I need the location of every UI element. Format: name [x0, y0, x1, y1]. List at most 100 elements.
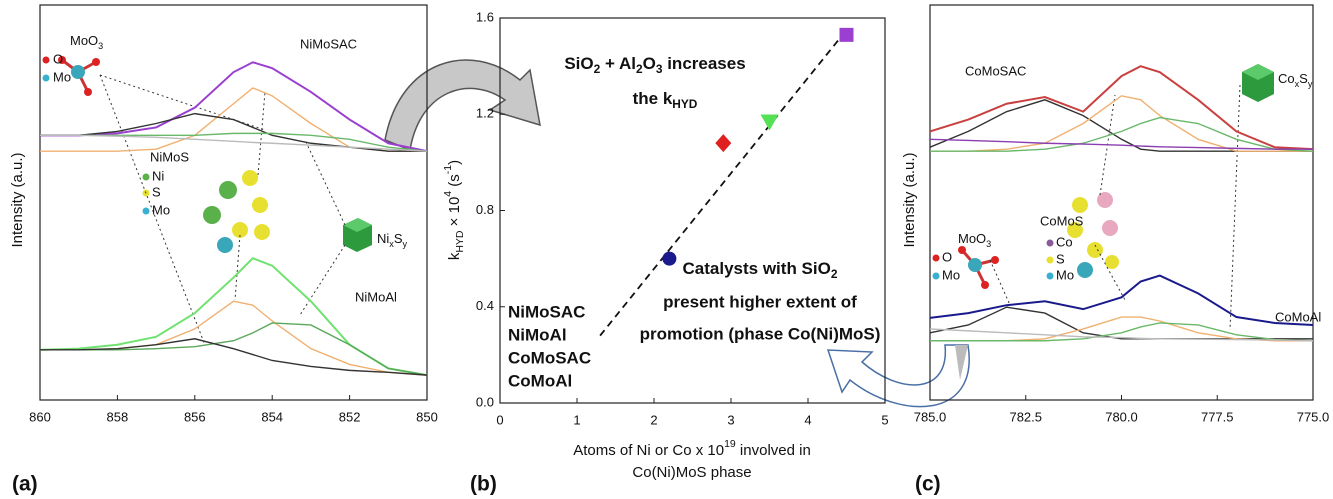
annotation: CoMoS: [1040, 213, 1084, 228]
x-axis-label: Co(Ni)MoS phase: [632, 464, 751, 481]
text-part: HYD: [454, 230, 466, 253]
trend-line: [599, 29, 848, 337]
spectrum-line: [930, 322, 1314, 342]
text-part: y: [1308, 79, 1313, 89]
spectrum-line: [929, 306, 1313, 340]
annotation: Mo: [152, 202, 170, 217]
x-tick-label: 5: [881, 412, 888, 427]
annotation: MoO3: [70, 33, 103, 51]
text-part: (s: [446, 174, 463, 191]
text-part: x: [389, 239, 394, 249]
y-tick-label: 1.2: [476, 106, 494, 121]
text-part: Co: [1278, 71, 1295, 86]
series-label: NiMoSAC: [300, 36, 357, 51]
x-tick-label: 785.0: [914, 409, 947, 424]
spectrum-line: [929, 328, 1314, 342]
series-label: CoMoSAC: [965, 63, 1026, 78]
spectrum-line: [40, 61, 428, 153]
x-axis-label: Atoms of Ni or Co x 1019 involved in: [573, 438, 811, 459]
x-tick-label: 860: [29, 409, 51, 424]
x-tick-label: 850: [416, 409, 438, 424]
text-part: Ni: [377, 231, 389, 246]
big-arrow: [384, 59, 541, 152]
coxsy-cube: [1242, 64, 1274, 102]
text-part: 3: [656, 62, 663, 76]
legend-label: NiMoSAC: [508, 302, 585, 321]
legend-label: CoMoAl: [508, 371, 572, 390]
annotation: NiMoS: [150, 149, 189, 164]
spectrum-line: [929, 274, 1314, 326]
plot-frame: [499, 17, 886, 404]
comos-icon: [1046, 192, 1119, 280]
annotation: NixSy: [377, 231, 408, 249]
text-part: ): [446, 160, 463, 165]
spectrum-line: [40, 300, 428, 376]
y-axis-label: Intensity (a.u.): [901, 152, 918, 247]
text-part: 19: [724, 438, 736, 450]
annotation: Mo: [1056, 267, 1074, 282]
spectrum-line: [39, 257, 428, 377]
x-tick-label: 4: [804, 412, 811, 427]
text-part: Atoms of Ni or Co x 10: [573, 442, 724, 459]
annotation: CoxSy: [1278, 71, 1313, 89]
text-part: -1: [442, 165, 454, 174]
big-arrow: [826, 344, 970, 408]
text-part: 2: [831, 267, 838, 281]
nimos-icon: [142, 170, 270, 253]
point: [760, 114, 779, 131]
text-part: Catalysts with SiO: [683, 259, 831, 278]
x-tick-label: 2: [650, 412, 657, 427]
spectrum-line: [40, 134, 428, 152]
y-tick-label: 0.4: [476, 298, 494, 313]
annotation: present higher extent of: [663, 292, 857, 311]
arrow-shade: [955, 345, 968, 380]
legend-label: CoMoSAC: [508, 348, 591, 367]
series-label: CoMoAl: [1275, 309, 1321, 324]
text-part: x: [1295, 79, 1300, 89]
text-part: S: [1299, 71, 1308, 86]
nixsy-cube: [343, 218, 372, 252]
annotation: promotion (phase Co(Ni)MoS): [640, 324, 881, 343]
series-label: NiMoAl: [355, 289, 397, 304]
x-tick-label: 0: [496, 412, 503, 427]
y-tick-label: 0.0: [476, 394, 494, 409]
text-part: k: [446, 252, 463, 260]
annotation: MoO3: [958, 231, 991, 249]
annotation: O: [942, 249, 952, 264]
x-tick-label: 3: [727, 412, 734, 427]
spectrum-line: [40, 338, 428, 376]
text-part: 2: [594, 62, 601, 76]
text-part: increases: [662, 54, 745, 73]
legend-label: NiMoAl: [508, 325, 567, 344]
text-part: S: [394, 231, 403, 246]
spectrum-line: [40, 322, 428, 376]
text-part: SiO: [564, 54, 593, 73]
text-part: MoO: [958, 231, 986, 246]
text-part: 2: [636, 62, 643, 76]
text-part: MoO: [70, 33, 98, 48]
y-axis-label: kHYD × 104 (s-1): [442, 160, 466, 260]
spectrum-line: [929, 65, 1314, 151]
text-part: 3: [98, 41, 103, 51]
x-tick-label: 777.5: [1201, 409, 1234, 424]
text-part: 3: [986, 239, 991, 249]
annotation: Ni: [152, 168, 164, 183]
spectrum-line: [929, 99, 1313, 152]
y-axis-label: Intensity (a.u.): [9, 152, 26, 247]
plot-frame: [39, 4, 428, 401]
text-part: 4: [442, 191, 454, 197]
text-part: + Al: [600, 54, 636, 73]
panel-label: (c): [915, 473, 941, 496]
x-tick-label: 852: [339, 409, 361, 424]
annotation: Co: [1056, 234, 1073, 249]
spectrum-line: [930, 116, 1314, 152]
moo3-icon: [932, 246, 999, 289]
point: [839, 27, 854, 42]
text-part: involved in: [736, 442, 811, 459]
annotation: S: [1056, 251, 1065, 266]
x-tick-label: 856: [184, 409, 206, 424]
annotation: the kHYD: [633, 89, 698, 111]
annotation: Mo: [53, 69, 71, 84]
text-part: y: [403, 239, 408, 249]
